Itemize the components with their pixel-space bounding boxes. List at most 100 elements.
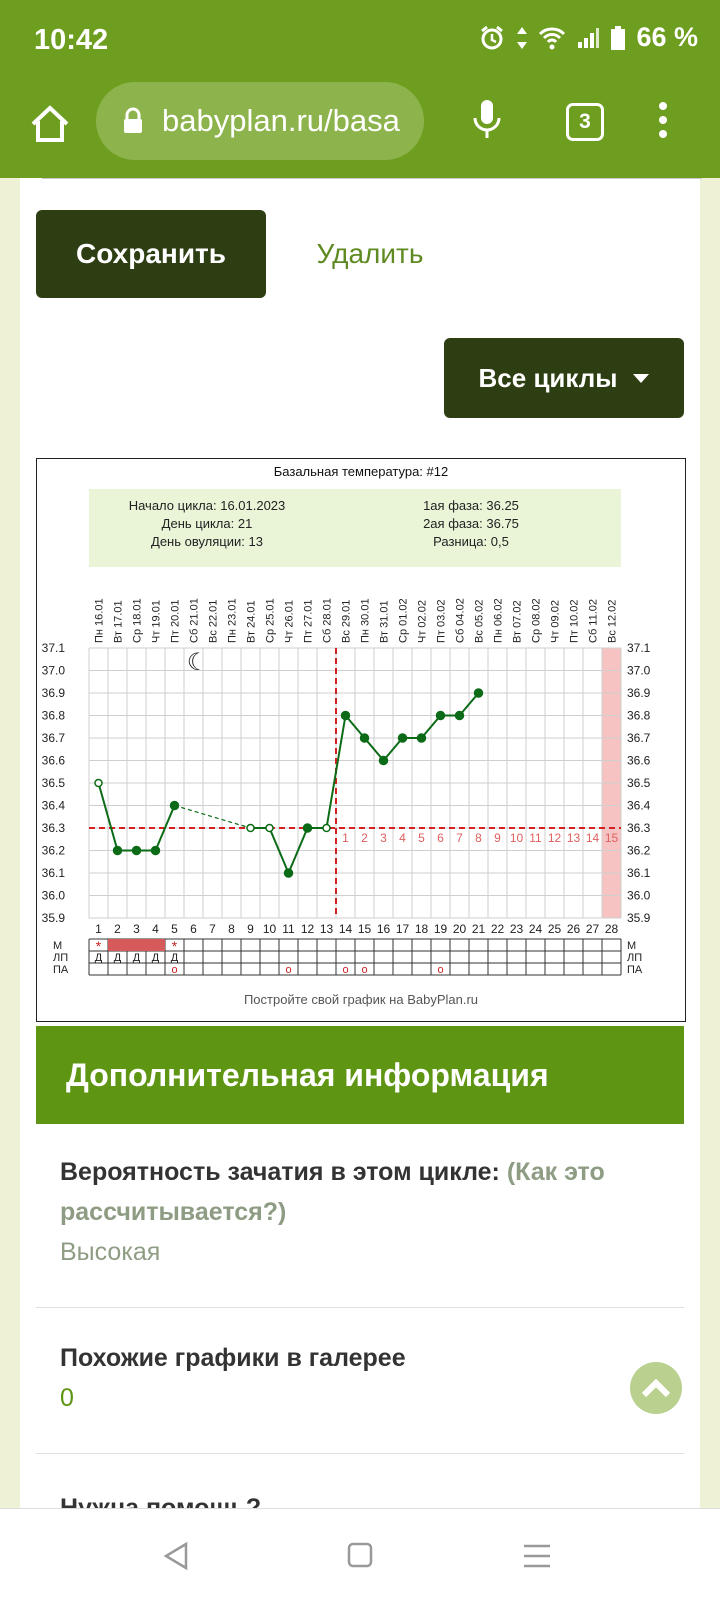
summary-difference: Разница: 0,5 <box>433 534 509 549</box>
y-tick-label-left: 36.9 <box>42 686 66 700</box>
x-tick-label: 9 <box>247 922 254 936</box>
x-top-tick-label: Вс 05.02 <box>474 600 486 643</box>
x-top-tick-label: Чт 26.01 <box>284 600 296 643</box>
url-text: babyplan.ru/basa <box>162 103 400 138</box>
x-tick-label: 1 <box>95 922 102 936</box>
y-tick-label-right: 36.0 <box>627 889 651 903</box>
x-top-tick-label: Вс 29.01 <box>341 600 353 643</box>
address-bar[interactable]: babyplan.ru/basa <box>96 82 424 160</box>
y-tick-label-right: 36.7 <box>627 731 651 745</box>
x-tick-label: 25 <box>548 922 562 936</box>
y-tick-label-left: 36.7 <box>42 731 66 745</box>
data-point <box>283 868 294 878</box>
y-tick-label-right: 36.5 <box>627 776 651 790</box>
data-point <box>397 733 408 743</box>
pa-row-circle: o <box>361 964 367 976</box>
series-segment <box>268 827 290 874</box>
x-tick-label: 27 <box>586 922 600 936</box>
x-top-tick-label: Вт 17.01 <box>113 600 125 643</box>
all-cycles-dropdown[interactable]: Все циклы <box>444 338 684 418</box>
post-ovulation-day-label: 12 <box>548 831 562 845</box>
scroll-to-top-button[interactable] <box>630 1362 682 1414</box>
x-tick-label: 15 <box>358 922 372 936</box>
x-tick-label: 11 <box>282 922 295 936</box>
table-row-label-right: М <box>627 940 636 952</box>
x-top-tick-label: Вт 07.02 <box>512 600 524 643</box>
x-tick-label: 5 <box>171 922 178 936</box>
x-tick-label: 10 <box>263 922 277 936</box>
y-tick-label-right: 36.3 <box>627 821 651 835</box>
x-tick-label: 8 <box>228 922 235 936</box>
x-top-tick-label: Сб 04.02 <box>455 598 467 643</box>
x-top-tick-label: Пт 10.02 <box>569 599 581 643</box>
x-top-tick-label: Пн 16.01 <box>94 598 106 643</box>
bbt-chart-svg: Базальная температура: #12 Начало цикла:… <box>42 464 651 1007</box>
x-tick-label: 20 <box>453 922 467 936</box>
post-ovulation-day-label: 7 <box>456 831 463 845</box>
y-tick-label-left: 36.3 <box>42 821 66 835</box>
x-top-tick-label: Пт 27.01 <box>303 599 315 643</box>
status-time: 10:42 <box>34 24 109 56</box>
summary-cycle-day: День цикла: 21 <box>162 516 253 531</box>
y-tick-label-left: 36.8 <box>42 709 66 723</box>
data-arrows-icon <box>517 26 528 49</box>
save-button[interactable]: Сохранить <box>36 210 266 298</box>
chart-title: Базальная температура: #12 <box>274 464 448 479</box>
back-icon[interactable] <box>162 1541 190 1571</box>
x-tick-label: 18 <box>415 922 429 936</box>
chevron-up-icon <box>641 1378 671 1398</box>
m-row-filled-cell <box>146 939 165 951</box>
x-top-tick-label: Сб 28.01 <box>322 598 334 643</box>
recent-apps-icon[interactable] <box>522 1543 552 1569</box>
data-point <box>473 688 484 698</box>
y-tick-label-left: 36.5 <box>42 776 66 790</box>
pa-row-circle: o <box>437 964 443 976</box>
series-segment <box>344 714 366 739</box>
similar-charts-count[interactable]: 0 <box>60 1384 74 1412</box>
data-point <box>131 845 142 856</box>
x-top-tick-label: Сб 11.02 <box>588 599 600 643</box>
table-row-label-left: ЛП <box>53 952 68 964</box>
x-top-tick-label: Чт 02.02 <box>417 600 429 643</box>
m-row-filled-cell <box>108 939 127 951</box>
probability-help-link[interactable]: (Как это рассчитывается?) <box>60 1158 605 1226</box>
x-top-tick-label: Вт 24.01 <box>246 600 258 643</box>
similar-charts-label: Похожие графики в галерее <box>60 1344 406 1372</box>
x-tick-label: 22 <box>491 922 505 936</box>
post-ovulation-day-label: 8 <box>475 831 482 845</box>
summary-phase-2: 2ая фаза: 36.75 <box>423 516 519 531</box>
x-top-tick-label: Пн 30.01 <box>360 598 372 643</box>
status-icons: 66 % <box>478 22 698 53</box>
microphone-icon[interactable] <box>472 98 502 142</box>
pa-row-circle: o <box>342 964 348 976</box>
more-menu-icon[interactable] <box>658 100 668 140</box>
x-tick-label: 19 <box>434 922 448 936</box>
x-tick-label: 2 <box>114 922 121 936</box>
x-top-tick-label: Пт 20.01 <box>170 599 182 643</box>
delete-button[interactable]: Удалить <box>316 238 424 269</box>
signal-icon <box>578 27 600 48</box>
data-point <box>416 733 427 743</box>
x-top-tick-label: Чт 19.01 <box>151 600 163 643</box>
y-tick-label-left: 35.9 <box>42 911 66 925</box>
chevron-down-icon <box>633 373 650 383</box>
y-tick-label-left: 36.0 <box>42 889 66 903</box>
post-ovulation-day-label: 2 <box>361 831 368 845</box>
home-nav-icon[interactable] <box>346 1541 374 1569</box>
data-point <box>246 823 255 833</box>
data-point <box>265 823 274 833</box>
x-tick-label: 23 <box>510 922 524 936</box>
x-tick-label: 24 <box>529 922 543 936</box>
browser-toolbar: babyplan.ru/basa 3 <box>0 82 720 178</box>
post-ovulation-day-label: 4 <box>399 831 406 845</box>
y-tick-label-left: 36.4 <box>42 799 66 813</box>
x-tick-label: 21 <box>472 922 486 936</box>
additional-info-title: Дополнительная информация <box>66 1056 549 1093</box>
home-icon[interactable] <box>28 102 72 146</box>
post-ovulation-day-label: 13 <box>567 831 581 845</box>
probability-section: Вероятность зачатия в этом цикле: (Как э… <box>60 1152 660 1272</box>
battery-percent: 66 % <box>636 22 698 52</box>
tab-switcher-button[interactable]: 3 <box>566 103 604 141</box>
y-tick-label-left: 37.1 <box>42 641 66 655</box>
series-segment <box>363 737 385 762</box>
